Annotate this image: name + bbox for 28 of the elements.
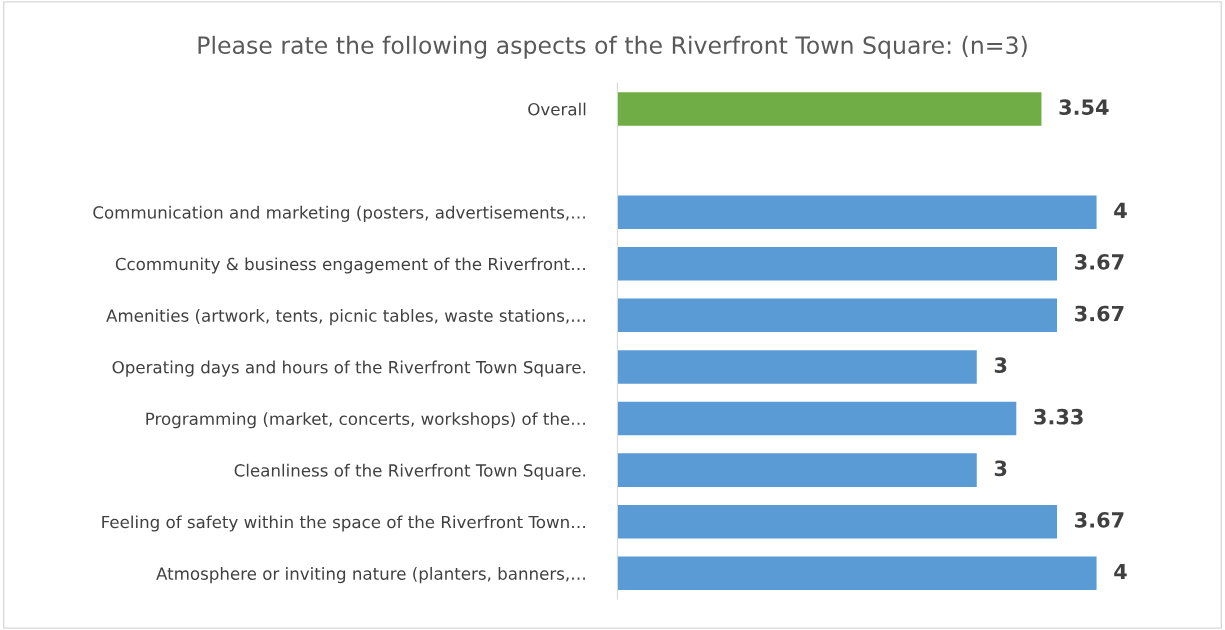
y-tick-label: Communication and marketing (posters, advertisements,… <box>93 205 585 222</box>
data-label: 4 <box>1114 202 1127 218</box>
bar <box>617 453 977 487</box>
bar <box>617 92 1042 126</box>
y-tick-label: Atmosphere or inviting nature (planters, banners,… <box>156 567 585 584</box>
bar <box>617 504 1058 539</box>
y-tick-label: Ccommunity & business engagement of the Riverfront… <box>115 257 585 274</box>
chart-title: Please rate the following aspects of the Riverfront Town Square: (n=3) <box>198 35 1027 59</box>
data-label: 3 <box>994 460 1007 477</box>
bar <box>617 350 977 384</box>
y-tick-label: Feeling of safety within the space of the Riverfront Town… <box>102 515 585 532</box>
data-label: 3 <box>994 357 1007 373</box>
data-label: 4 <box>1114 563 1127 580</box>
bar <box>617 298 1058 333</box>
y-tick-label: Overall <box>528 102 586 116</box>
data-label: 3.67 <box>1075 254 1124 270</box>
data-label: 3.54 <box>1059 99 1109 115</box>
y-tick-label: Amenities (artwork, tents, picnic tables, waste stations,… <box>106 309 585 326</box>
data-label: 3.33 <box>1034 408 1083 425</box>
data-label: 3.67 <box>1075 512 1124 528</box>
y-tick-label: Cleanliness of the Riverfront Town Square. <box>234 463 586 480</box>
bar <box>617 556 1097 591</box>
y-tick-label: Programming (market, concerts, workshops) of the… <box>146 412 585 429</box>
bar <box>617 246 1058 281</box>
data-label: 3.67 <box>1075 305 1124 322</box>
bar <box>617 195 1097 229</box>
bar <box>617 401 1017 436</box>
y-tick-label: Operating days and hours of the Riverfront Town Square. <box>112 360 586 377</box>
